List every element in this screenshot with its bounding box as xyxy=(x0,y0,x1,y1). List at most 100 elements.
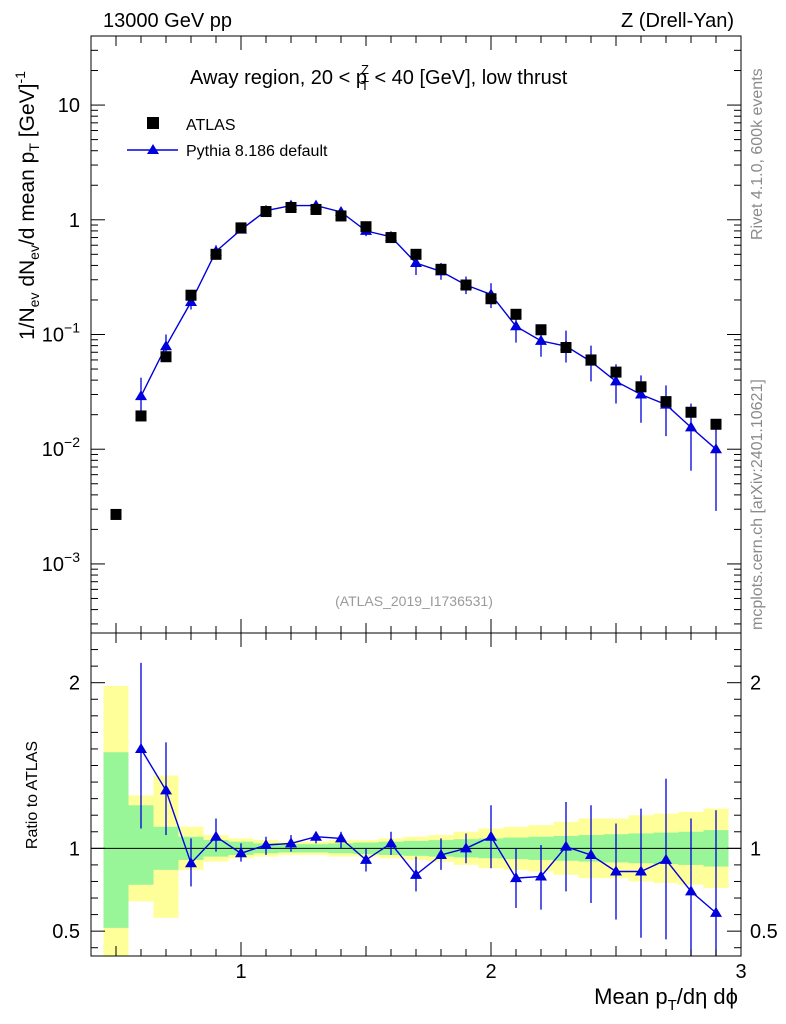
atlas-point xyxy=(110,508,122,520)
legend-atlas-marker xyxy=(147,117,159,129)
ratio-pythia-point xyxy=(710,906,722,917)
legend-pythia-label: Pythia 8.186 default xyxy=(186,143,328,160)
ratio-pythia-point xyxy=(310,830,322,841)
atlas-point xyxy=(485,293,497,305)
ratio-pythia-point xyxy=(560,840,572,851)
y-tick-label: 10 xyxy=(58,95,80,117)
ratio-pythia-point xyxy=(210,830,222,841)
ratio-pythia-point xyxy=(485,830,497,841)
ratio-axis-ticks xyxy=(91,633,742,956)
ratio-y-tick-labels: 0.5 0.5 1 1 2 2 xyxy=(52,673,778,943)
ratio-pythia-point xyxy=(535,870,547,881)
ratio-pythia-point xyxy=(335,832,347,843)
atlas-point xyxy=(210,248,222,260)
ratio-pythia-point xyxy=(360,853,372,864)
ratio-uncertainty-bands xyxy=(103,686,729,956)
legend: ATLAS Pythia 8.186 default xyxy=(127,117,328,160)
main-pythia-series xyxy=(135,199,722,511)
atlas-point xyxy=(410,248,422,260)
ratio-pythia-point xyxy=(135,742,147,753)
main-atlas-series xyxy=(110,201,722,520)
ratio-y-tick-label: 1 xyxy=(69,838,80,860)
y-tick-label: 1 xyxy=(69,210,80,232)
ratio-pythia-point xyxy=(685,885,697,896)
ratio-panel: 0.5 0.5 1 1 2 2 1 2 3 Ratio to ATLAS Mean pT/dη… xyxy=(24,632,778,1014)
atlas-point xyxy=(610,366,622,378)
main-y-tick-labels: 10−3 10−2 10−1 1 10 xyxy=(42,95,80,576)
pythia-point xyxy=(185,296,197,307)
atlas-point xyxy=(535,324,547,336)
ratio-pythia-point xyxy=(635,865,647,876)
ratio-pythia-point xyxy=(610,865,622,876)
x-axis-label: Mean pT/dη dϕ xyxy=(594,984,738,1014)
pythia-point xyxy=(160,340,172,351)
atlas-point xyxy=(435,263,447,275)
ratio-frame xyxy=(90,632,742,957)
atlas-point xyxy=(460,279,472,291)
ratio-y-tick-label-right: 1 xyxy=(750,838,761,860)
ratio-y-tick-label-right: 0.5 xyxy=(750,921,778,943)
ratio-pythia-point xyxy=(660,853,672,864)
atlas-point xyxy=(135,410,147,422)
ratio-pythia-point xyxy=(410,868,422,879)
ratio-pythia-point xyxy=(160,784,172,795)
ratio-pythia-point xyxy=(585,848,597,859)
ratio-y-tick-label: 0.5 xyxy=(52,921,80,943)
ratio-pythia-point xyxy=(235,847,247,858)
atlas-point xyxy=(385,232,397,244)
atlas-point xyxy=(310,203,322,215)
atlas-point xyxy=(160,351,172,363)
plot-title: Away region, 20 < pZ T < 40 [GeV], low th… xyxy=(190,62,568,93)
pythia-point xyxy=(510,320,522,331)
atlas-point xyxy=(585,354,597,366)
ratio-pythia-point xyxy=(285,837,297,848)
mcplots-label: mcplots.cern.ch [arXiv:2401.10621] xyxy=(749,379,766,630)
x-tick-label: 2 xyxy=(485,961,496,983)
header-right: Z (Drell-Yan) xyxy=(621,10,734,32)
ratio-pythia-point xyxy=(185,857,197,868)
pythia-line xyxy=(140,204,717,450)
ratio-pythia-point xyxy=(260,839,272,850)
analysis-watermark: (ATLAS_2019_I1736531) xyxy=(335,593,493,609)
pythia-point xyxy=(635,388,647,399)
main-axis-ticks xyxy=(91,35,741,633)
x-tick-label: 3 xyxy=(735,961,746,983)
atlas-point xyxy=(285,201,297,213)
atlas-point xyxy=(335,210,347,222)
atlas-point xyxy=(185,289,197,301)
header-left: 13000 GeV pp xyxy=(103,10,232,32)
pythia-point xyxy=(535,334,547,345)
ratio-pythia-point xyxy=(385,837,397,848)
legend-atlas-label: ATLAS xyxy=(186,117,236,134)
ratio-y-tick-label-right: 2 xyxy=(750,673,761,695)
x-tick-labels: 1 2 3 xyxy=(235,961,746,983)
ratio-y-tick-label: 2 xyxy=(69,673,80,695)
pythia-point xyxy=(410,257,422,268)
main-panel: 10−3 10−2 10−1 1 10 Away region, 20 < pZ T < … xyxy=(12,35,742,634)
atlas-point xyxy=(635,381,647,393)
pythia-point xyxy=(610,375,622,386)
atlas-point xyxy=(660,396,672,408)
y-tick-label: 10−2 xyxy=(42,434,80,461)
ratio-y-axis-label: Ratio to ATLAS xyxy=(24,741,41,849)
inner-band-bin xyxy=(103,752,129,928)
ratio-pythia-point xyxy=(460,842,472,853)
main-y-axis-label: 1/Nev dNev/d mean pT [GeV]-1 xyxy=(12,71,42,340)
atlas-point xyxy=(235,222,247,234)
atlas-point xyxy=(360,221,372,233)
ratio-pythia-line xyxy=(140,748,717,914)
pythia-point xyxy=(710,443,722,454)
atlas-point xyxy=(510,308,522,320)
legend-pythia-marker xyxy=(147,144,159,154)
ratio-pythia-series xyxy=(135,662,722,956)
atlas-point xyxy=(710,418,722,430)
atlas-point xyxy=(260,206,272,218)
atlas-point xyxy=(685,406,697,418)
y-tick-label: 10−3 xyxy=(42,549,80,576)
pythia-point xyxy=(135,390,147,401)
atlas-point xyxy=(560,342,572,354)
ratio-pythia-point xyxy=(510,872,522,883)
ratio-pythia-point xyxy=(435,848,447,859)
rivet-label: Rivet 4.1.0, 600k events xyxy=(749,68,766,240)
